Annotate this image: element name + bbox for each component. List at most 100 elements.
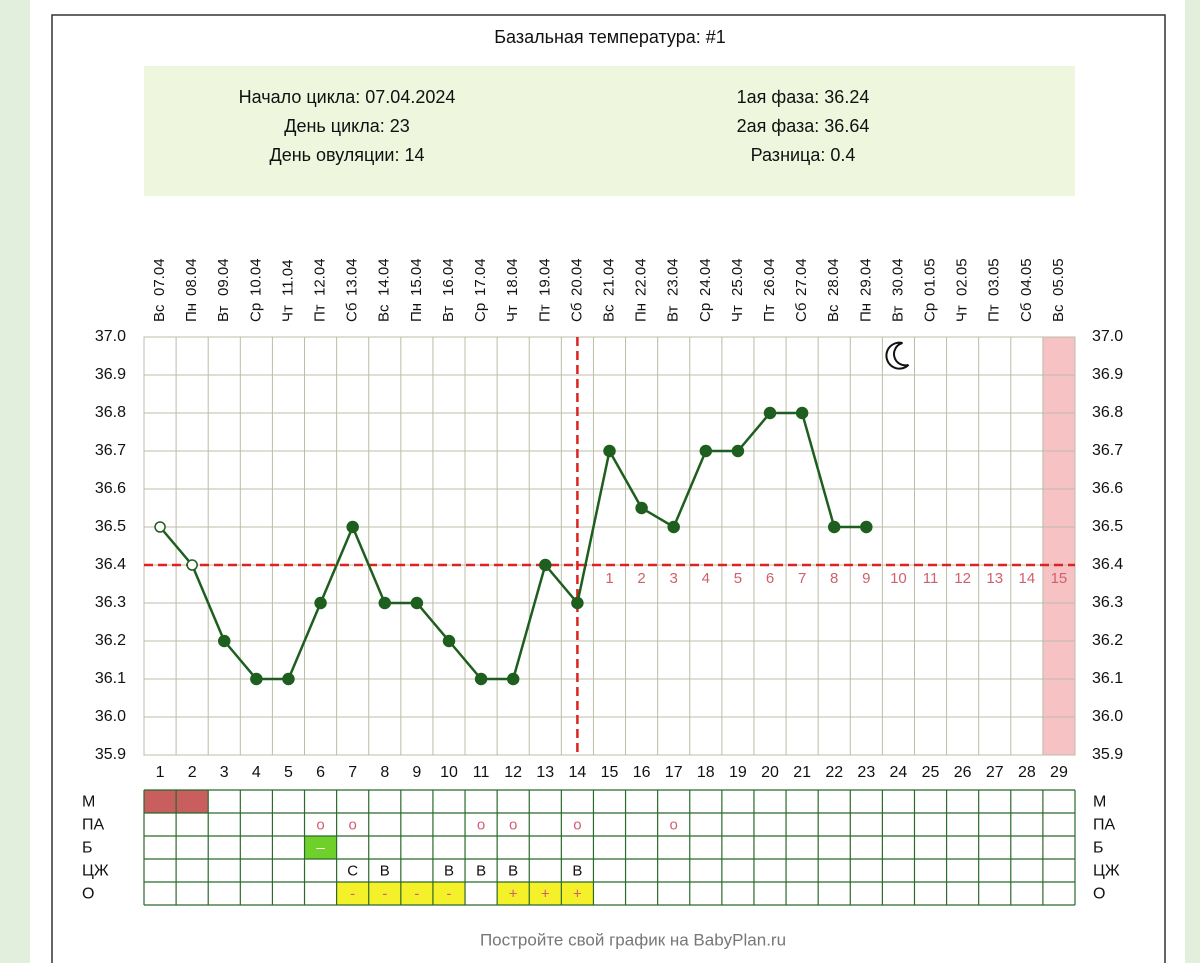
table-cell-text: + xyxy=(573,885,582,902)
day-label: 21 xyxy=(793,764,811,781)
date-label: 27.04 xyxy=(793,258,810,296)
y-tick-label-right: 36.8 xyxy=(1092,404,1123,421)
temp-point xyxy=(603,444,616,458)
temp-point xyxy=(378,596,392,610)
temp-point xyxy=(474,672,488,686)
date-label: 25.04 xyxy=(729,258,746,296)
table-cell-fill xyxy=(497,882,530,905)
y-tick-label-right: 36.3 xyxy=(1092,594,1123,611)
info-left: Начало цикла: 07.04.2024 xyxy=(239,87,456,107)
weekday-label: Вт xyxy=(440,305,457,322)
date-label: 20.04 xyxy=(568,258,585,296)
day-label: 5 xyxy=(284,764,293,781)
y-tick-label-right: 36.1 xyxy=(1092,670,1123,687)
weekday-label: Пн xyxy=(408,303,425,322)
date-label: 01.05 xyxy=(922,258,939,296)
weekday-label: Вс xyxy=(825,304,842,322)
date-label: 14.04 xyxy=(376,258,393,296)
table-cell-text: В xyxy=(508,862,518,879)
y-tick-label: 36.1 xyxy=(95,670,126,687)
temp-point xyxy=(442,634,456,648)
table-cell-text: В xyxy=(444,862,454,879)
weekday-label: Ср xyxy=(472,303,489,322)
day-label: 14 xyxy=(568,764,586,781)
temp-point xyxy=(282,672,295,686)
y-tick-label: 36.8 xyxy=(95,404,126,421)
table-cell-text: В xyxy=(380,862,390,879)
weekday-label: Вт xyxy=(215,305,232,322)
y-tick-label-right: 36.0 xyxy=(1092,708,1123,725)
temp-point xyxy=(186,559,198,571)
weekday-label: Пт xyxy=(536,304,553,322)
info-left: День цикла: 23 xyxy=(284,116,410,136)
y-tick-label-right: 36.7 xyxy=(1092,442,1123,459)
weekday-label: Чт xyxy=(729,305,746,322)
y-tick-label-right: 37.0 xyxy=(1092,328,1123,345)
date-label: 29.04 xyxy=(857,258,874,296)
day-label: 17 xyxy=(665,764,683,781)
weekday-label: Вс xyxy=(376,304,393,322)
info-left: День овуляции: 14 xyxy=(270,145,425,165)
day-label: 23 xyxy=(857,764,875,781)
highlight-day xyxy=(1042,337,1075,755)
info-right: Разница: 0.4 xyxy=(751,145,856,165)
weekday-label: Сб xyxy=(568,303,585,322)
date-label: 05.05 xyxy=(1050,258,1067,296)
footer: Постройте свой график на BabyPlan.ru xyxy=(480,930,786,949)
date-label: 24.04 xyxy=(697,258,714,296)
table-cell-fill xyxy=(561,882,594,905)
weekday-label: Пт xyxy=(312,304,329,322)
temp-point xyxy=(763,406,777,420)
luteal-day: 8 xyxy=(830,570,838,587)
row-label: О xyxy=(82,886,94,903)
day-label: 19 xyxy=(729,764,747,781)
weekday-label: Вт xyxy=(889,305,906,322)
temp-point xyxy=(571,596,584,610)
weekday-label: Пт xyxy=(986,304,1003,322)
date-label: 03.05 xyxy=(986,258,1003,296)
table-cell-text: В xyxy=(476,862,486,879)
day-label: 22 xyxy=(825,764,843,781)
y-tick-label: 36.3 xyxy=(95,594,126,611)
table-cell-text: + xyxy=(541,885,550,902)
temp-point xyxy=(635,501,648,515)
luteal-day: 9 xyxy=(862,570,870,587)
day-label: 24 xyxy=(890,764,908,781)
day-label: 3 xyxy=(220,764,229,781)
y-tick-label-right: 36.5 xyxy=(1092,518,1123,535)
luteal-day: 7 xyxy=(798,570,806,587)
day-label: 10 xyxy=(440,764,458,781)
weekday-label: Сб xyxy=(1018,303,1035,322)
y-tick-label-right: 35.9 xyxy=(1092,746,1123,763)
row-label-right: Б xyxy=(1093,840,1104,857)
day-label: 12 xyxy=(504,764,522,781)
weekday-label: Пн xyxy=(633,303,650,322)
day-label: 26 xyxy=(954,764,972,781)
row-label-right: М xyxy=(1093,794,1106,811)
table-cell-text: С xyxy=(347,862,358,879)
temp-point xyxy=(795,406,809,420)
table-cell-fill xyxy=(176,790,209,813)
day-label: 18 xyxy=(697,764,715,781)
row-label: ПА xyxy=(82,817,105,834)
y-tick-label: 36.9 xyxy=(95,366,126,383)
day-label: 7 xyxy=(348,764,357,781)
luteal-day: 13 xyxy=(986,570,1003,587)
date-label: 17.04 xyxy=(472,258,489,296)
y-tick-label-right: 36.4 xyxy=(1092,556,1123,573)
weekday-label: Сб xyxy=(344,303,361,322)
row-label: ЦЖ xyxy=(82,863,109,880)
table-cell-fill xyxy=(400,882,433,905)
weekday-label: Пн xyxy=(183,303,200,322)
info-right: 2ая фаза: 36.64 xyxy=(737,116,870,136)
day-label: 2 xyxy=(188,764,197,781)
temp-point xyxy=(506,672,520,686)
table-cell-text: - xyxy=(446,885,451,902)
date-label: 30.04 xyxy=(889,258,906,296)
day-label: 8 xyxy=(380,764,389,781)
temp-point xyxy=(827,520,841,534)
row-label-right: О xyxy=(1093,886,1105,903)
temp-point xyxy=(154,521,166,533)
